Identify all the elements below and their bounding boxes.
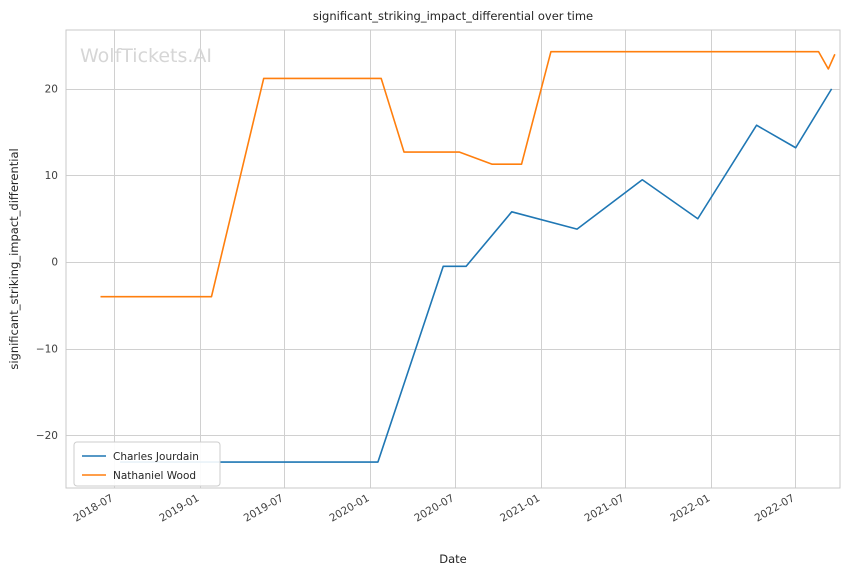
y-axis-label: significant_striking_impact_differential <box>7 148 21 369</box>
legend-background <box>73 441 221 487</box>
y-tick-label: 10 <box>45 170 58 182</box>
x-axis-label: Date <box>439 552 467 566</box>
plot-border <box>65 29 841 489</box>
legend-label-charles-jourdain[interactable]: Charles Jourdain <box>113 451 199 463</box>
y-axis-tick-labels: 20 10 0 −10 −20 <box>36 84 58 442</box>
y-tick-label: −20 <box>36 430 58 442</box>
data-series-layer <box>100 50 836 463</box>
y-tick-label: 0 <box>51 257 58 269</box>
legend-label-nathaniel-wood[interactable]: Nathaniel Wood <box>113 470 196 482</box>
series-line-charles-jourdain <box>120 88 833 463</box>
y-tick-label: −10 <box>36 343 58 355</box>
gridlines <box>66 30 840 488</box>
series-line-nathaniel-wood <box>100 50 836 298</box>
watermark-label: WolfTickets.AI <box>80 45 212 67</box>
chart-legend[interactable]: Charles Jourdain Nathaniel Wood <box>73 441 221 487</box>
plot-area-background <box>66 30 840 488</box>
y-tick-label: 20 <box>45 84 58 96</box>
chart-title: significant_striking_impact_differential… <box>313 9 593 23</box>
